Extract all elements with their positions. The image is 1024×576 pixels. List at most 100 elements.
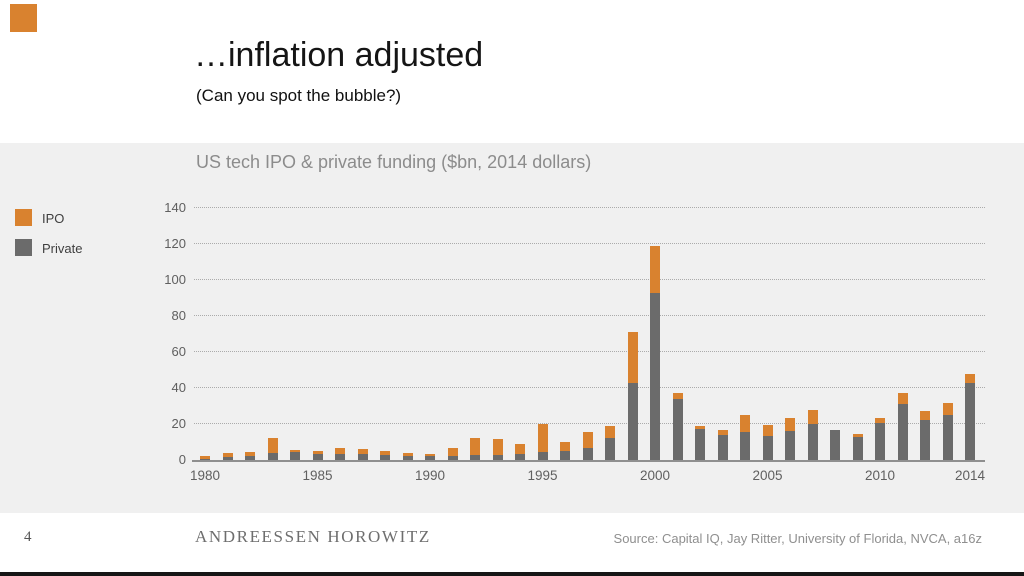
gridline [194, 315, 985, 316]
bar-segment-private [515, 453, 525, 460]
bar-segment-private [627, 382, 638, 460]
bar-2011 [897, 392, 908, 460]
bar-segment-private [470, 454, 480, 460]
slide-subtitle: (Can you spot the bubble?) [196, 86, 402, 105]
bar-1983 [267, 437, 278, 460]
bar-segment-ipo [335, 448, 345, 454]
chart-panel: US tech IPO & private funding ($bn, 2014… [0, 143, 1024, 513]
gridline [194, 351, 985, 352]
x-tick-label: 1980 [189, 468, 221, 483]
private-legend-label: Private [42, 241, 83, 256]
bar-segment-ipo [582, 432, 593, 449]
bar-segment-private [380, 454, 390, 460]
x-tick-label: 1995 [527, 468, 558, 483]
bar-segment-private [537, 451, 548, 460]
bar-2000 [650, 245, 660, 460]
bar-segment-private [965, 382, 975, 460]
private-legend-swatch [15, 239, 32, 256]
bar-segment-ipo [650, 245, 660, 293]
gridline [194, 279, 985, 280]
bar-segment-private [650, 292, 660, 460]
bar-segment-private [200, 459, 210, 460]
bar-1980 [200, 456, 210, 460]
gridline [194, 207, 985, 208]
x-axis-line [192, 460, 985, 462]
bar-1995 [537, 424, 548, 460]
x-tick-label: 1990 [414, 468, 446, 483]
x-tick-label: 2000 [639, 468, 671, 483]
bar-segment-ipo [807, 409, 818, 424]
bar-2006 [785, 417, 795, 460]
bar-segment-ipo [717, 430, 728, 435]
bar-segment-private [335, 453, 345, 460]
footer-source: Source: Capital IQ, Jay Ritter, Universi… [613, 531, 982, 546]
bar-segment-private [762, 435, 773, 460]
brand-accent-square [10, 4, 37, 32]
bar-segment-ipo [627, 332, 638, 383]
footer-bottom-bar [0, 572, 1024, 576]
bar-1993 [492, 439, 503, 460]
bar-segment-private [245, 456, 255, 460]
bar-segment-private [920, 420, 930, 460]
x-axis-labels: 1980 1985 1990 1995 2000 2005 2010 2014 [190, 468, 985, 488]
x-tick-label: 2010 [864, 468, 896, 483]
bar-segment-private [222, 457, 233, 460]
bar-segment-ipo [875, 417, 885, 424]
bar-segment-private [942, 415, 953, 460]
x-tick-label: 1985 [302, 468, 333, 483]
x-tick-label: 2005 [752, 468, 783, 483]
bar-segment-private [717, 434, 728, 460]
footer-logo: ANDREESSEN HOROWITZ [195, 527, 431, 546]
bar-1987 [357, 449, 368, 460]
bar-segment-ipo [447, 448, 458, 457]
bar-segment-ipo [357, 449, 368, 454]
bar-segment-private [447, 456, 458, 460]
ipo-legend-label: IPO [42, 211, 65, 226]
x-tick-label: 2014 [954, 468, 986, 483]
bar-segment-ipo [267, 437, 278, 453]
bar-segment-private [695, 429, 705, 460]
gridline [194, 423, 985, 424]
bar-segment-ipo [200, 456, 210, 460]
bar-segment-ipo [290, 450, 300, 452]
bar-segment-private [830, 430, 840, 460]
bar-segment-private [290, 451, 300, 460]
bar-2010 [875, 417, 885, 460]
bar-1992 [470, 437, 480, 460]
y-tick-label: 100 [164, 272, 186, 287]
bar-segment-ipo [740, 415, 750, 433]
bar-1991 [447, 448, 458, 460]
page-number: 4 [24, 529, 32, 545]
bar-segment-private [605, 438, 615, 460]
bar-2007 [807, 409, 818, 460]
bar-1997 [582, 432, 593, 460]
bar-segment-ipo [785, 417, 795, 432]
bar-segment-ipo [605, 425, 615, 439]
bar-segment-private [740, 432, 750, 460]
bar-1990 [425, 453, 435, 460]
bar-segment-ipo [965, 373, 975, 383]
bar-1984 [290, 450, 300, 460]
chart-title: US tech IPO & private funding ($bn, 2014… [196, 152, 592, 172]
bar-segment-ipo [852, 433, 863, 437]
ipo-legend-swatch [15, 209, 32, 226]
bar-1988 [380, 451, 390, 460]
bar-segment-private [425, 456, 435, 460]
bar-2005 [762, 424, 773, 460]
bar-2009 [852, 433, 863, 460]
bar-segment-ipo [672, 393, 683, 399]
gridline [194, 387, 985, 388]
bar-segment-ipo [222, 452, 233, 458]
bar-segment-private [357, 453, 368, 460]
bar-segment-private [897, 404, 908, 460]
bar-segment-ipo [515, 443, 525, 454]
bar-segment-ipo [402, 452, 413, 456]
bar-segment-private [582, 448, 593, 460]
slide-title: …inflation adjusted [194, 36, 484, 74]
bar-segment-ipo [897, 392, 908, 405]
plot-area [192, 207, 985, 460]
bar-segment-ipo [695, 425, 705, 430]
bar-1985 [312, 451, 323, 460]
bar-segment-ipo [312, 451, 323, 454]
y-axis-labels: 0 20 40 60 80 100 120 140 [0, 200, 186, 467]
